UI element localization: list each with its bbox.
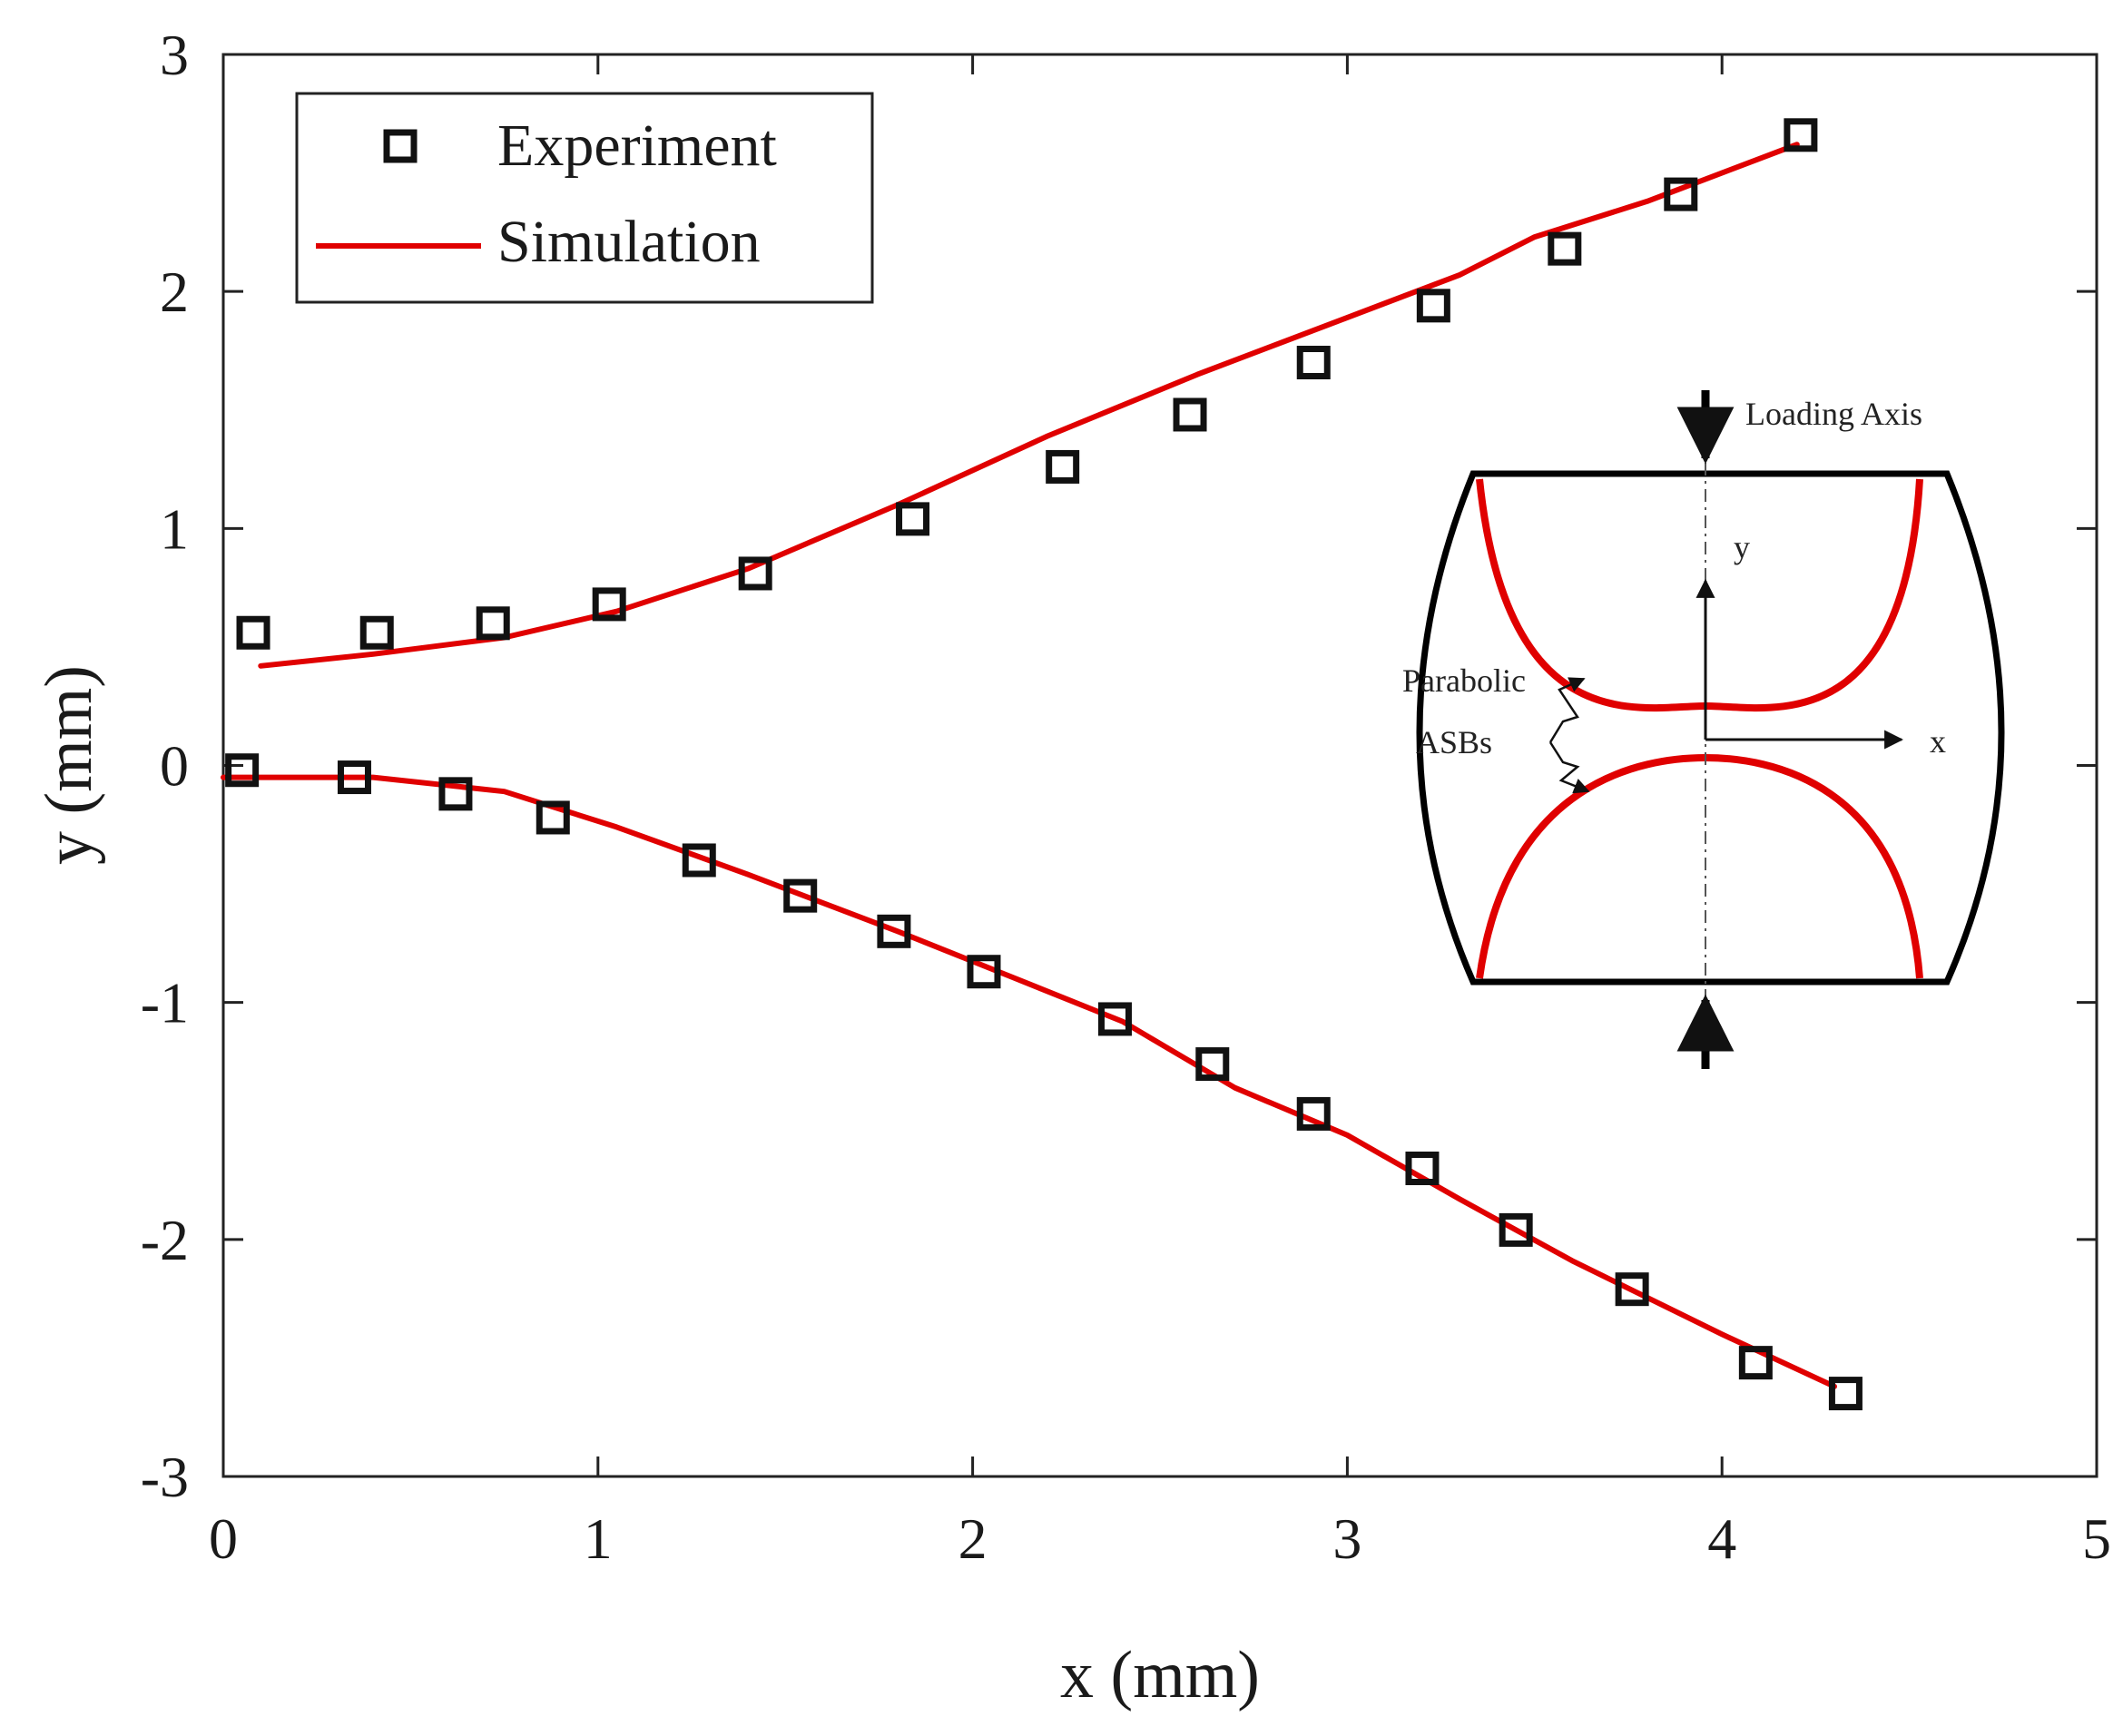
parabolic-label: Parabolic	[1402, 662, 1526, 699]
experiment-point-lower	[1097, 1002, 1132, 1036]
x-tick-label: 0	[209, 1506, 238, 1571]
legend-box	[295, 92, 874, 304]
experiment-point-upper	[896, 502, 930, 536]
y-tick-label: -1	[141, 971, 189, 1035]
y-tick-label: 1	[160, 496, 189, 561]
experiment-point-upper	[1416, 289, 1450, 323]
asb-pointer-upper	[1548, 677, 1586, 743]
legend-experiment-label: Experiment	[497, 113, 777, 179]
experiment-point-upper	[359, 615, 394, 650]
x-tick-label: 3	[1332, 1506, 1361, 1571]
experiment-point-upper	[738, 556, 772, 591]
loading-axis-label: Loading Axis	[1745, 396, 1922, 432]
y-tick-label: 0	[160, 734, 189, 799]
y-tick-label: 3	[160, 23, 189, 87]
legend-experiment-marker	[383, 129, 418, 163]
y-tick-label: 2	[160, 260, 189, 324]
y-axis-ticks: 3 2 1 0 -1 -2 -3	[141, 23, 2097, 1509]
experiment-point-upper	[1296, 346, 1331, 380]
experiment-point-upper	[592, 587, 626, 622]
x-axis-ticks: 0 1 2 3 4 5	[209, 54, 2111, 1571]
asbs-label: ASBs	[1416, 724, 1492, 760]
experiment-point-upper	[476, 606, 510, 641]
experiment-point-upper	[1548, 231, 1582, 266]
asb-pointer-lower	[1548, 741, 1590, 794]
experiment-point-lower	[1615, 1272, 1649, 1307]
experiment-point-lower	[1499, 1212, 1533, 1247]
y-tick-label: -2	[141, 1208, 189, 1272]
experiment-point-upper	[236, 615, 270, 650]
inset-diagram: Loading Axis y x Parabolic ASBs	[1402, 390, 2005, 1069]
experiment-point-lower	[682, 843, 716, 878]
simulation-line-lower	[221, 774, 1837, 1389]
specimen-outline	[1416, 470, 2005, 986]
experiment-point-lower	[1195, 1047, 1230, 1082]
experiment-point-lower	[967, 955, 1001, 989]
experiment-point-lower	[1405, 1151, 1440, 1185]
experiment-point-upper	[1784, 118, 1818, 152]
experiment-point-upper	[1173, 397, 1207, 432]
x-axis-title: x (mm)	[1060, 1638, 1260, 1712]
experiment-point-lower	[337, 760, 371, 795]
inset-y-label: y	[1734, 529, 1750, 565]
experiment-point-lower	[877, 914, 911, 948]
x-tick-label: 2	[958, 1506, 988, 1571]
experiment-point-upper	[1664, 177, 1698, 211]
y-tick-label: -3	[141, 1445, 189, 1509]
legend: Experiment Simulation	[295, 92, 874, 304]
experiment-point-lower	[783, 878, 818, 913]
experiment-point-upper	[1046, 449, 1080, 484]
experiment-point-lower	[1828, 1377, 1863, 1411]
experiment-point-lower	[438, 777, 473, 811]
experiment-point-lower	[1738, 1346, 1773, 1380]
x-tick-label: 1	[584, 1506, 613, 1571]
x-tick-label: 4	[1707, 1506, 1736, 1571]
y-axis-title: y (mm)	[32, 665, 106, 865]
inset-x-label: x	[1930, 723, 1946, 760]
experiment-point-lower	[536, 800, 570, 835]
legend-simulation-label: Simulation	[497, 209, 761, 275]
experiment-point-lower	[1296, 1096, 1331, 1131]
experiment-points	[225, 118, 1863, 1411]
experiment-point-lower	[225, 753, 260, 788]
x-tick-label: 5	[2082, 1506, 2111, 1571]
